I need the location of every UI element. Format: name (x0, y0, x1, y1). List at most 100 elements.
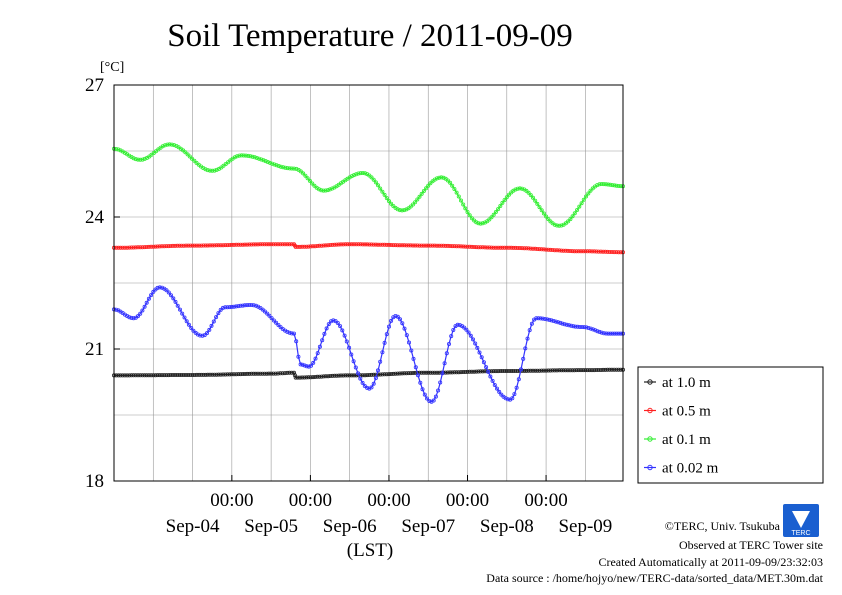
data-point (579, 201, 584, 206)
data-point (336, 242, 341, 247)
data-point (302, 244, 307, 249)
data-point (214, 372, 219, 377)
data-point (317, 344, 322, 349)
data-point (278, 164, 283, 169)
data-point (356, 242, 361, 247)
data-point (168, 372, 173, 377)
data-point (146, 244, 151, 249)
data-point (601, 249, 606, 254)
data-point (131, 316, 136, 321)
data-point (353, 365, 358, 370)
data-point (466, 330, 471, 335)
data-point (448, 370, 453, 375)
data-point (528, 246, 533, 251)
data-point (207, 327, 212, 332)
data-point (262, 309, 267, 314)
data-point (603, 249, 608, 254)
data-point (446, 341, 451, 346)
data-point (319, 374, 324, 379)
data-point (386, 372, 391, 377)
data-point (289, 242, 294, 247)
data-point (323, 188, 328, 193)
data-point (410, 202, 415, 207)
data-point (567, 323, 572, 328)
data-point (616, 183, 621, 188)
data-point (304, 244, 309, 249)
data-point (506, 192, 511, 197)
data-point (285, 166, 290, 171)
data-point (571, 324, 576, 329)
data-point (127, 373, 132, 378)
data-point (189, 156, 194, 161)
data-point (331, 318, 336, 323)
data-point (544, 247, 549, 252)
data-point (568, 217, 573, 222)
data-point (157, 285, 162, 290)
data-point (375, 368, 380, 373)
data-point (326, 243, 331, 248)
legend-label: at 1.0 m (662, 375, 711, 391)
data-point (608, 331, 613, 336)
data-point (235, 154, 240, 159)
data-point (205, 243, 210, 248)
data-point (493, 245, 498, 250)
data-point (186, 243, 191, 248)
data-point (114, 307, 119, 312)
data-point (441, 243, 446, 248)
data-point (267, 313, 272, 318)
data-point (393, 313, 398, 318)
data-point (548, 247, 553, 252)
data-point (360, 242, 365, 247)
data-point (260, 242, 265, 247)
data-point (210, 168, 215, 173)
data-point (533, 198, 538, 203)
data-point (133, 245, 138, 250)
data-point (173, 243, 178, 248)
data-point (498, 245, 503, 250)
data-point (236, 242, 241, 247)
data-point (190, 372, 195, 377)
data-point (538, 316, 543, 321)
data-point (606, 331, 611, 336)
data-point (144, 300, 149, 305)
data-point (457, 323, 462, 328)
x-tick-label-date: Sep-05 (244, 516, 298, 537)
logo-text: TERC (791, 530, 810, 537)
data-point (547, 317, 552, 322)
data-point (525, 336, 530, 341)
data-point (175, 243, 180, 248)
data-point (319, 243, 324, 248)
x-tick-label-time: 00:00 (210, 490, 253, 511)
data-point (265, 159, 270, 164)
data-point (250, 154, 255, 159)
data-point (384, 332, 389, 337)
data-point (179, 243, 184, 248)
data-point (400, 371, 405, 376)
data-point (445, 178, 450, 183)
data-point (302, 363, 307, 368)
data-point (269, 371, 274, 376)
data-point (511, 245, 516, 250)
data-point (274, 320, 279, 325)
data-point (221, 243, 226, 248)
data-point (358, 171, 363, 176)
data-point (280, 371, 285, 376)
data-point (598, 249, 603, 254)
data-point (165, 142, 170, 147)
data-point (365, 385, 370, 390)
credit-text: ©TERC, Univ. Tsukuba (665, 519, 781, 533)
data-point (327, 187, 332, 192)
data-point (266, 242, 271, 247)
data-point (581, 249, 586, 254)
data-point (480, 221, 485, 226)
data-point (146, 296, 151, 301)
data-point (321, 188, 326, 193)
data-point (476, 221, 481, 226)
data-point (496, 369, 501, 374)
data-point (243, 153, 248, 158)
data-point (212, 243, 217, 248)
data-point (347, 373, 352, 378)
data-point (474, 245, 479, 250)
data-point (336, 373, 341, 378)
